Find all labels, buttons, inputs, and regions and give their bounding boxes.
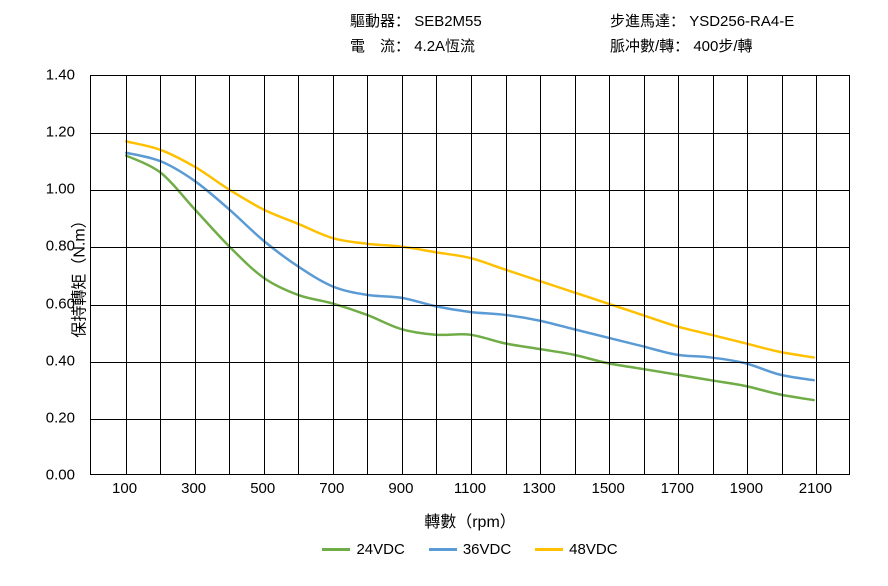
pulse-value: 400步/轉 — [693, 38, 752, 55]
legend-label: 24VDC — [356, 541, 404, 558]
driver-field: 驅動器： SEB2M55 — [350, 10, 610, 31]
grid-line-v — [402, 76, 403, 474]
grid-line-v — [678, 76, 679, 474]
motor-label: 步進馬達： — [610, 13, 685, 30]
x-tick-label: 500 — [250, 480, 275, 497]
grid-line-v — [333, 76, 334, 474]
x-tick-label: 1500 — [591, 480, 624, 497]
grid-line-h — [91, 247, 849, 248]
plot-area — [90, 75, 850, 475]
grid-line-v — [782, 76, 783, 474]
x-tick-label: 1900 — [730, 480, 763, 497]
grid-line-v — [816, 76, 817, 474]
legend-swatch — [535, 548, 563, 551]
grid-line-v — [471, 76, 472, 474]
pulse-label: 脈冲數/轉： — [610, 38, 689, 55]
y-ticks: 0.000.200.400.600.801.001.201.40 — [0, 75, 85, 475]
grid-line-v — [436, 76, 437, 474]
current-field: 電 流： 4.2A恆流 — [350, 35, 610, 56]
x-tick-label: 2100 — [799, 480, 832, 497]
motor-field: 步進馬達： YSD256-RA4-E — [610, 10, 868, 31]
legend-swatch — [429, 548, 457, 551]
x-tick-label: 900 — [388, 480, 413, 497]
y-tick-label: 0.60 — [46, 295, 75, 312]
grid-line-v — [506, 76, 507, 474]
grid-line-v — [126, 76, 127, 474]
x-tick-label: 100 — [112, 480, 137, 497]
legend-label: 48VDC — [569, 541, 617, 558]
y-tick-label: 0.80 — [46, 238, 75, 255]
grid-line-v — [713, 76, 714, 474]
current-value: 4.2A恆流 — [414, 38, 475, 55]
x-axis-label: 轉數（rpm） — [90, 508, 850, 532]
pulse-field: 脈冲數/轉： 400步/轉 — [610, 35, 868, 56]
grid-line-v — [747, 76, 748, 474]
legend-swatch — [322, 548, 350, 551]
legend-label: 36VDC — [463, 541, 511, 558]
grid-line-h — [91, 305, 849, 306]
y-tick-label: 0.40 — [46, 352, 75, 369]
motor-value: YSD256-RA4-E — [689, 13, 794, 30]
grid-line-v — [367, 76, 368, 474]
grid-line-v — [540, 76, 541, 474]
grid-line-h — [91, 133, 849, 134]
header-row-1: 驅動器： SEB2M55 步進馬達： YSD256-RA4-E — [350, 10, 868, 31]
x-tick-label: 300 — [181, 480, 206, 497]
x-tick-label: 1700 — [661, 480, 694, 497]
chart-lines — [91, 76, 849, 474]
y-tick-label: 1.40 — [46, 67, 75, 84]
grid-line-v — [644, 76, 645, 474]
legend-item-36VDC: 36VDC — [429, 541, 511, 558]
chart-container: 驅動器： SEB2M55 步進馬達： YSD256-RA4-E 電 流： 4.2… — [0, 0, 888, 586]
driver-value: SEB2M55 — [414, 13, 482, 30]
grid-line-h — [91, 362, 849, 363]
y-tick-label: 0.20 — [46, 409, 75, 426]
y-tick-label: 1.00 — [46, 181, 75, 198]
driver-label: 驅動器： — [350, 13, 410, 30]
legend: 24VDC 36VDC 48VDC — [90, 538, 850, 558]
x-ticks: 100 300 500 700 900 1100 1300 1500 1700 1900 2100 — [90, 480, 850, 510]
grid-line-v — [264, 76, 265, 474]
grid-line-v — [160, 76, 161, 474]
y-tick-label: 0.00 — [46, 467, 75, 484]
x-tick-label: 1300 — [522, 480, 555, 497]
header-info: 驅動器： SEB2M55 步進馬達： YSD256-RA4-E 電 流： 4.2… — [350, 10, 868, 60]
x-tick-label: 700 — [319, 480, 344, 497]
grid-line-v — [195, 76, 196, 474]
grid-line-v — [609, 76, 610, 474]
current-label: 電 流： — [350, 38, 410, 55]
grid-line-h — [91, 190, 849, 191]
x-tick-label: 1100 — [454, 480, 486, 497]
grid-line-v — [298, 76, 299, 474]
grid-line-v — [575, 76, 576, 474]
y-tick-label: 1.20 — [46, 124, 75, 141]
legend-item-48VDC: 48VDC — [535, 541, 617, 558]
grid-line-v — [229, 76, 230, 474]
grid-line-h — [91, 419, 849, 420]
header-row-2: 電 流： 4.2A恆流 脈冲數/轉： 400步/轉 — [350, 35, 868, 56]
legend-item-24VDC: 24VDC — [322, 541, 404, 558]
